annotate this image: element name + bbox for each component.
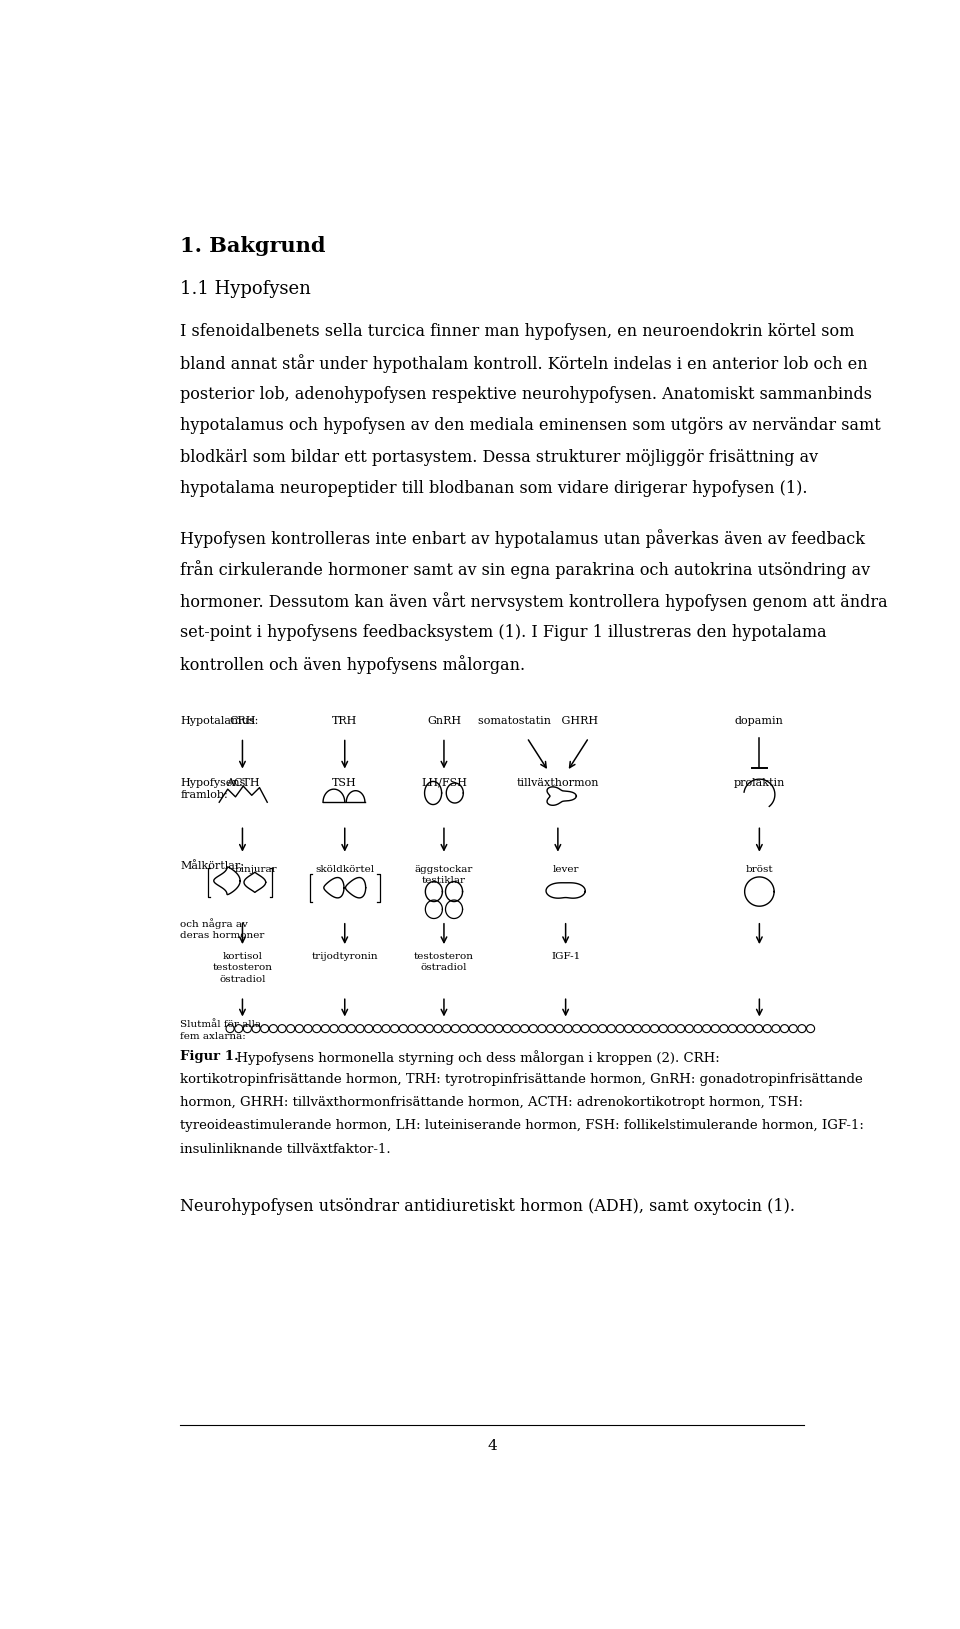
Text: tyreoideastimulerande hormon, LH: luteiniserande hormon, FSH: follikelstimuleran: tyreoideastimulerande hormon, LH: lutein…: [180, 1119, 864, 1132]
Text: Neurohypofysen utsöndrar antidiuretiskt hormon (ADH), samt oxytocin (1).: Neurohypofysen utsöndrar antidiuretiskt …: [180, 1197, 796, 1215]
Text: 1.1 Hypofysen: 1.1 Hypofysen: [180, 280, 311, 298]
Text: TRH: TRH: [332, 717, 357, 727]
Text: hormoner. Dessutom kan även vårt nervsystem kontrollera hypofysen genom att ändr: hormoner. Dessutom kan även vårt nervsys…: [180, 591, 888, 611]
Text: hypotalamus och hypofysen av den mediala eminensen som utgörs av nervändar samt: hypotalamus och hypofysen av den mediala…: [180, 417, 881, 435]
Text: somatostatin   GHRH: somatostatin GHRH: [478, 717, 599, 727]
Text: TSH: TSH: [332, 777, 357, 787]
Text: hypotalama neuropeptider till blodbanan som vidare dirigerar hypofysen (1).: hypotalama neuropeptider till blodbanan …: [180, 481, 808, 497]
Text: LH/FSH: LH/FSH: [420, 777, 467, 787]
Text: Slutmål för alla
fem axlarna:: Slutmål för alla fem axlarna:: [180, 1020, 261, 1041]
Text: hormon, GHRH: tillväxthormonfrisättande hormon, ACTH: adrenokortikotropt hormon,: hormon, GHRH: tillväxthormonfrisättande …: [180, 1096, 804, 1109]
Text: dopamin: dopamin: [735, 717, 783, 727]
Text: från cirkulerande hormoner samt av sin egna parakrina och autokrina utsöndring a: från cirkulerande hormoner samt av sin e…: [180, 560, 871, 580]
Text: bland annat står under hypothalam kontroll. Körteln indelas i en anterior lob oc: bland annat står under hypothalam kontro…: [180, 353, 868, 373]
Text: binjurar: binjurar: [235, 865, 277, 873]
Text: Hypofysens hormonella styrning och dess målorgan i kroppen (2). CRH:: Hypofysens hormonella styrning och dess …: [228, 1051, 720, 1065]
Text: kontrollen och även hypofysens målorgan.: kontrollen och även hypofysens målorgan.: [180, 655, 525, 674]
Text: CRH: CRH: [229, 717, 255, 727]
Text: kortikotropinfrisättande hormon, TRH: tyrotropinfrisättande hormon, GnRH: gonado: kortikotropinfrisättande hormon, TRH: ty…: [180, 1074, 863, 1087]
Text: Figur 1.: Figur 1.: [180, 1051, 239, 1064]
Text: 1. Bakgrund: 1. Bakgrund: [180, 236, 326, 256]
Text: insulinliknande tillväxtfaktor-1.: insulinliknande tillväxtfaktor-1.: [180, 1142, 391, 1155]
Text: och några av
deras hormoner: och några av deras hormoner: [180, 919, 265, 940]
Text: bröst: bröst: [746, 865, 773, 873]
Text: blodkärl som bildar ett portasystem. Dessa strukturer möjliggör frisättning av: blodkärl som bildar ett portasystem. Des…: [180, 450, 819, 466]
Text: ACTH: ACTH: [226, 777, 259, 787]
Text: Målkörtlar:: Målkörtlar:: [180, 860, 245, 872]
Text: trijodtyronin: trijodtyronin: [311, 951, 378, 961]
Text: I sfenoidalbenets sella turcica finner man hypofysen, en neuroendokrin körtel so: I sfenoidalbenets sella turcica finner m…: [180, 323, 854, 339]
Text: testosteron
östradiol: testosteron östradiol: [414, 951, 474, 973]
Text: GnRH: GnRH: [427, 717, 461, 727]
Text: IGF-1: IGF-1: [551, 951, 580, 961]
Text: äggstockar
testiklar: äggstockar testiklar: [415, 865, 473, 885]
Text: 4: 4: [487, 1438, 497, 1453]
Text: prolaktin: prolaktin: [733, 777, 785, 787]
Text: Hypofysens
framlob:: Hypofysens framlob:: [180, 777, 246, 800]
Text: sköldkörtel: sköldkörtel: [315, 865, 374, 873]
Text: posterior lob, adenohypofysen respektive neurohypofysen. Anatomiskt sammanbinds: posterior lob, adenohypofysen respektive…: [180, 386, 873, 402]
Text: lever: lever: [552, 865, 579, 873]
Text: Hypofysen kontrolleras inte enbart av hypotalamus utan påverkas även av feedback: Hypofysen kontrolleras inte enbart av hy…: [180, 529, 866, 547]
Text: Hypotalamus:: Hypotalamus:: [180, 717, 259, 727]
Text: kortisol
testosteron
östradiol: kortisol testosteron östradiol: [212, 951, 273, 984]
Text: set-point i hypofysens feedbacksystem (1). I Figur 1 illustreras den hypotalama: set-point i hypofysens feedbacksystem (1…: [180, 624, 828, 640]
Text: tillväxthormon: tillväxthormon: [516, 777, 599, 787]
